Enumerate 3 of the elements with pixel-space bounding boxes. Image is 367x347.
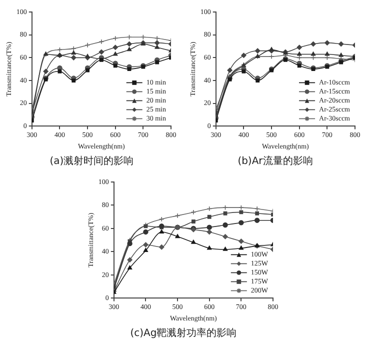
text: (b)Ar流量的影响 <box>238 154 313 168</box>
text: (a)溅射时间的影响 <box>50 154 134 168</box>
text: (c)Ag靶溅射功率的影响 <box>130 326 237 340</box>
